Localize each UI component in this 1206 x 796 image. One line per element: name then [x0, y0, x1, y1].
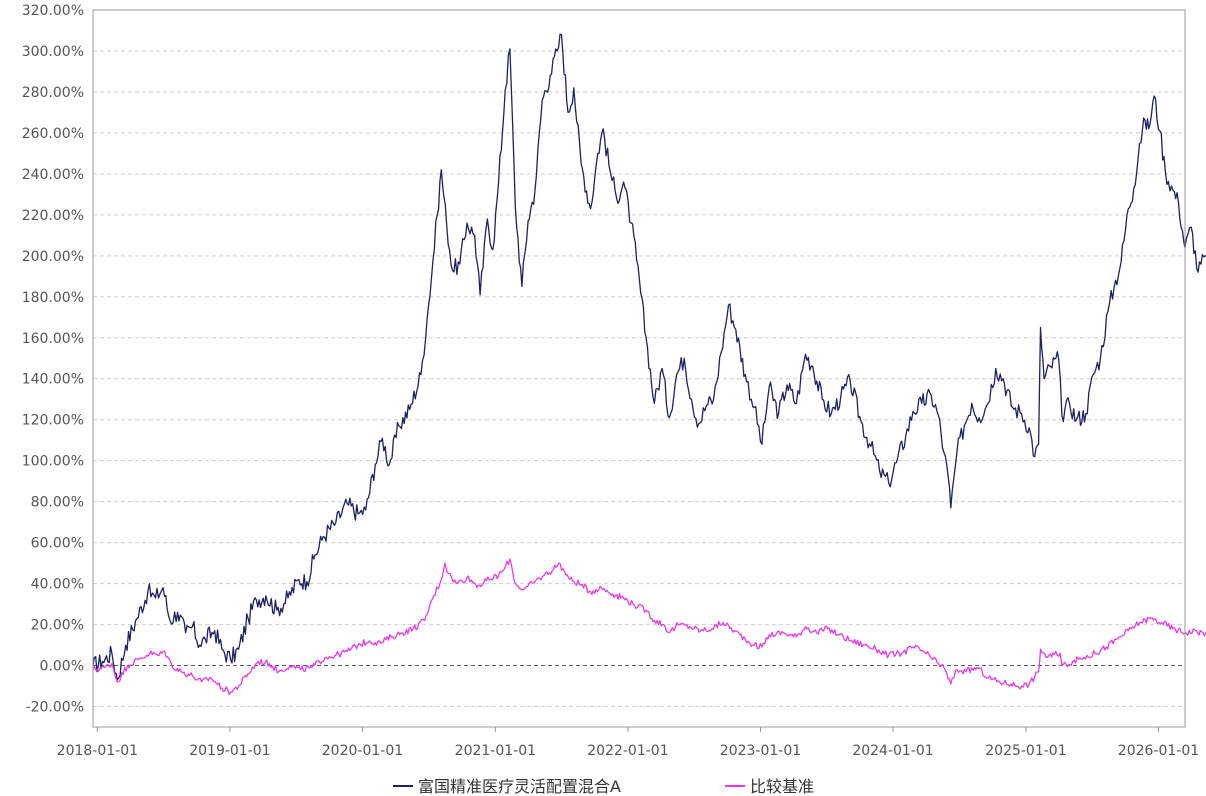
y-tick-label: 220.00% — [22, 208, 84, 224]
y-tick-label: 40.00% — [31, 577, 84, 593]
y-tick-label: 240.00% — [22, 167, 84, 183]
y-tick-label: -20.00% — [26, 700, 84, 716]
x-tick-label: 2022-01-01 — [587, 743, 668, 759]
legend: 富国精准医疗灵活配置混合A 比较基准 — [393, 777, 814, 796]
y-tick-label: 280.00% — [22, 85, 84, 101]
y-tick-label: 60.00% — [31, 536, 84, 552]
y-tick-label: 300.00% — [22, 44, 84, 60]
legend-label-benchmark: 比较基准 — [750, 777, 814, 796]
x-tick-label: 2023-01-01 — [720, 743, 801, 759]
series-lines — [92, 33, 1206, 696]
x-tick-label: 2019-01-01 — [189, 743, 270, 759]
x-tick-label: 2025-01-01 — [985, 743, 1066, 759]
y-tick-label: 260.00% — [22, 126, 84, 142]
series-line-fund — [92, 33, 1206, 681]
x-axis-tick-labels: 2018-01-01 2019-01-01 2020-01-01 2021-01-01… — [57, 727, 1199, 759]
plot-frame — [92, 9, 1186, 728]
y-tick-label: 320.00% — [22, 3, 84, 19]
y-tick-label: 100.00% — [22, 454, 84, 470]
x-tick-label: 2018-01-01 — [57, 743, 138, 759]
y-tick-label: 160.00% — [22, 331, 84, 347]
series-line-benchmark — [92, 558, 1206, 696]
y-tick-label: 180.00% — [22, 290, 84, 306]
y-tick-label: 200.00% — [22, 249, 84, 265]
grid-lines — [93, 9, 1185, 708]
y-tick-label: 120.00% — [22, 413, 84, 429]
x-tick-label: 2020-01-01 — [322, 743, 403, 759]
y-tick-label: 20.00% — [31, 618, 84, 634]
x-tick-label: 2026-01-01 — [1118, 743, 1199, 759]
y-axis-tick-labels: 320.00% 300.00% 280.00% 260.00% 240.00% 220.0… — [22, 3, 84, 716]
y-tick-label: 0.00% — [40, 659, 84, 675]
y-tick-label: 80.00% — [31, 495, 84, 511]
legend-label-fund: 富国精准医疗灵活配置混合A — [418, 777, 621, 796]
y-tick-label: 140.00% — [22, 372, 84, 388]
x-tick-label: 2021-01-01 — [455, 743, 536, 759]
x-tick-label: 2024-01-01 — [852, 743, 933, 759]
